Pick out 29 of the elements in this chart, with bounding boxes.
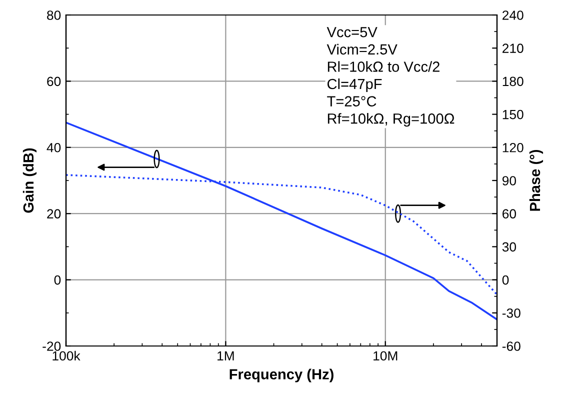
y2-tick-label: 120 bbox=[502, 142, 524, 152]
y2-tick-label: 180 bbox=[502, 76, 524, 86]
y-axis-title: Gain (dB) bbox=[22, 148, 37, 213]
y2-tick-label: 210 bbox=[502, 44, 524, 54]
x-axis-title: Frequency (Hz) bbox=[230, 368, 334, 382]
y2-tick-label: -60 bbox=[502, 342, 520, 351]
x-tick-label: 10M bbox=[374, 351, 398, 361]
y-tick-label: 0 bbox=[54, 275, 61, 285]
y2-axis-title: Phase (°) bbox=[529, 150, 544, 211]
y2-tick-label: 0 bbox=[502, 275, 509, 285]
y2-tick-label: 240 bbox=[502, 10, 524, 20]
y-tick-label: 20 bbox=[47, 209, 61, 219]
x-tick-label: 1M bbox=[218, 351, 234, 360]
y-tick-label: 60 bbox=[47, 76, 61, 86]
annotation: Vicm=2.5V bbox=[326, 44, 398, 55]
annotation: T=25°C bbox=[327, 96, 376, 106]
annotation: Cl=47pF bbox=[327, 78, 382, 92]
y2-tick-label: 90 bbox=[502, 176, 516, 186]
annotation: Vcc=5V bbox=[326, 27, 378, 38]
x-tick-label: 100k bbox=[52, 350, 80, 361]
annotation: Rf=10kΩ, Rg=100Ω bbox=[328, 113, 454, 127]
y-tick-label: 80 bbox=[47, 10, 61, 20]
y2-tick-label: 150 bbox=[502, 110, 524, 120]
y2-tick-label: 30 bbox=[502, 242, 516, 252]
y2-tick-label: -30 bbox=[502, 308, 520, 318]
y2-tick-label: 60 bbox=[502, 209, 516, 219]
y-tick-label: -20 bbox=[42, 342, 61, 351]
annotation: Rl=10kΩ to Vcc/2 bbox=[328, 61, 440, 72]
y-tick-label: 40 bbox=[46, 142, 61, 152]
